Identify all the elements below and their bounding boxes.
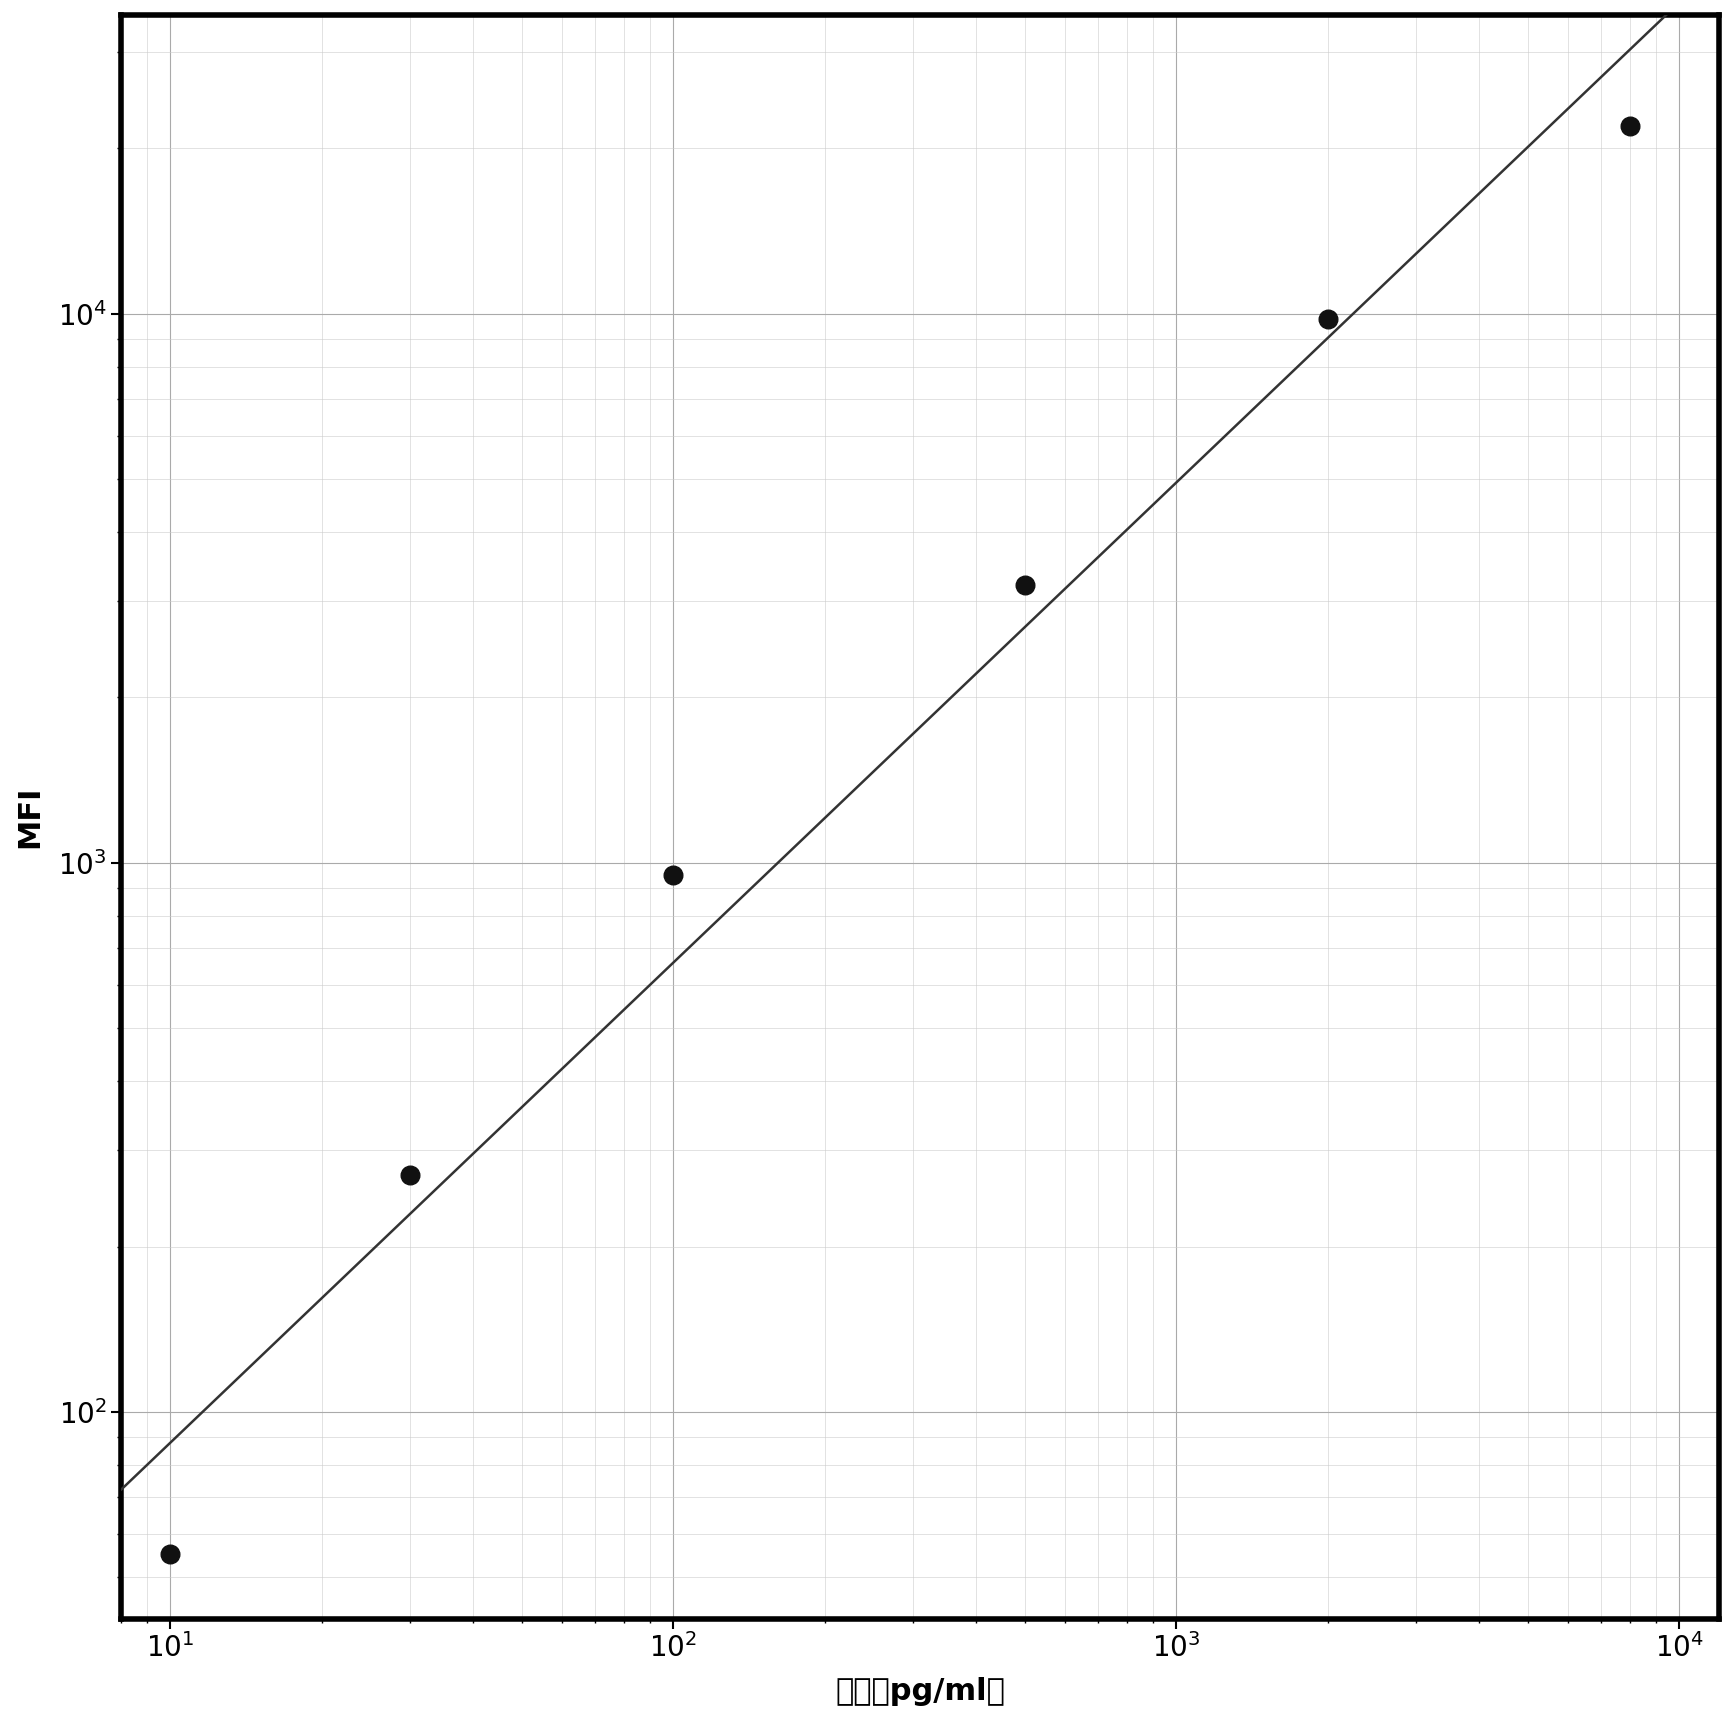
Point	[1616, 112, 1644, 139]
X-axis label: 浓度（pg/ml）: 浓度（pg/ml）	[836, 1676, 1006, 1706]
Point	[659, 860, 687, 888]
Point	[1011, 571, 1039, 599]
Point	[156, 1540, 184, 1568]
Point	[1314, 305, 1342, 332]
Point	[397, 1162, 425, 1189]
Y-axis label: MFI: MFI	[16, 785, 43, 848]
